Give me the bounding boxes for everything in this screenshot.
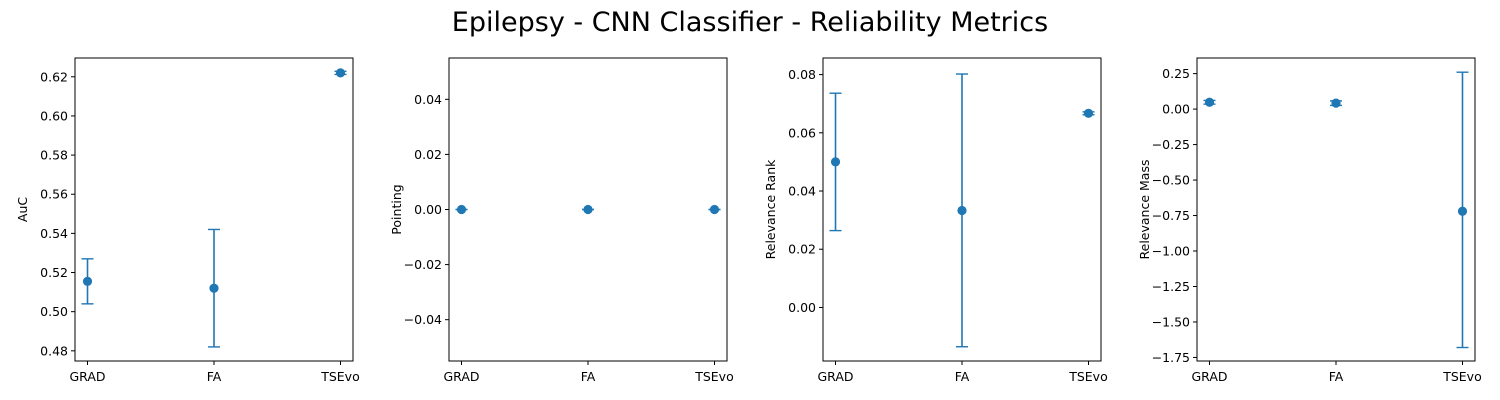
y-tick-label: 0.04 <box>414 92 442 107</box>
y-tick-label: −0.50 <box>1152 173 1190 188</box>
data-point <box>583 204 593 215</box>
x-tick-label: GRAD <box>443 369 479 384</box>
chart-panel-1: 0.48 0.50 0.52 0.54 0.56 0.58 0.60 0.62 GRAD FA TS… <box>15 57 360 384</box>
y-tick-label: 0.04 <box>788 184 816 199</box>
x-tick-label: FA <box>955 369 970 384</box>
y-axis-label: AuC <box>15 197 30 222</box>
data-point <box>1457 206 1468 216</box>
y-tick-label: −0.25 <box>1152 137 1190 152</box>
data-point <box>1083 108 1094 118</box>
x-tick-label: TSEvo <box>694 369 734 384</box>
y-tick-label: 0.60 <box>40 108 68 123</box>
data-point <box>957 205 967 216</box>
x-tick-label: GRAD <box>1191 369 1227 384</box>
y-tick-label: 0.58 <box>40 148 68 163</box>
y-tick-label: 0.62 <box>40 69 68 84</box>
chart-panel-2: −0.04 −0.02 0.00 0.02 0.04 GRAD FA TSEvo Pointin… <box>389 57 734 384</box>
y-tick-label: 0.56 <box>40 187 68 202</box>
data-point <box>82 276 93 286</box>
x-tick-label: GRAD <box>817 369 853 384</box>
chart-panel-3: 0.00 0.02 0.04 0.06 0.08 GRAD FA TSEvo Relevance… <box>763 57 1108 384</box>
data-point <box>209 283 219 293</box>
chart-panels: 0.48 0.50 0.52 0.54 0.56 0.58 0.60 0.62 GRAD FA TS… <box>15 57 1482 384</box>
y-axis-label: Pointing <box>389 184 404 234</box>
x-tick-label: FA <box>1329 369 1344 384</box>
y-tick-label: −0.04 <box>404 312 442 327</box>
y-tick-label: −0.75 <box>1152 208 1190 223</box>
y-tick-label: −1.00 <box>1152 244 1190 259</box>
x-tick-label: FA <box>581 369 596 384</box>
data-point <box>709 204 720 215</box>
y-tick-label: −1.75 <box>1152 350 1190 365</box>
y-axis-label: Relevance Mass <box>1137 160 1152 260</box>
y-tick-label: 0.48 <box>40 343 68 358</box>
y-tick-label: −1.50 <box>1152 314 1190 329</box>
data-point <box>456 204 467 215</box>
y-tick-label: 0.25 <box>1162 66 1190 81</box>
x-tick-label: TSEvo <box>320 369 360 384</box>
y-tick-label: 0.00 <box>414 202 442 217</box>
y-tick-label: 0.06 <box>788 125 816 140</box>
y-axis-label: Relevance Rank <box>763 159 778 259</box>
y-tick-label: 0.54 <box>40 226 68 241</box>
y-tick-label: 0.02 <box>788 242 816 257</box>
data-point <box>1331 98 1341 108</box>
y-tick-label: 0.08 <box>788 67 816 82</box>
y-tick-label: 0.50 <box>40 304 68 319</box>
y-tick-label: −1.25 <box>1152 279 1190 294</box>
y-tick-label: 0.02 <box>414 147 442 162</box>
y-tick-label: 0.00 <box>1162 102 1190 117</box>
data-point <box>830 157 841 167</box>
figure-title: Epilepsy - CNN Classifier - Reliability … <box>452 7 1048 38</box>
x-tick-label: GRAD <box>69 369 105 384</box>
data-point <box>1204 97 1215 107</box>
y-tick-label: −0.02 <box>404 257 442 272</box>
chart-panel-4: −1.75 −1.50 −1.25 −1.00 −0.75 −0.50 −0.25 0.00 0… <box>1137 57 1482 384</box>
x-tick-label: TSEvo <box>1068 369 1108 384</box>
x-tick-label: FA <box>207 369 222 384</box>
y-tick-label: 0.00 <box>788 300 816 315</box>
data-point <box>335 68 346 78</box>
y-tick-label: 0.52 <box>40 265 68 280</box>
x-tick-label: TSEvo <box>1442 369 1482 384</box>
